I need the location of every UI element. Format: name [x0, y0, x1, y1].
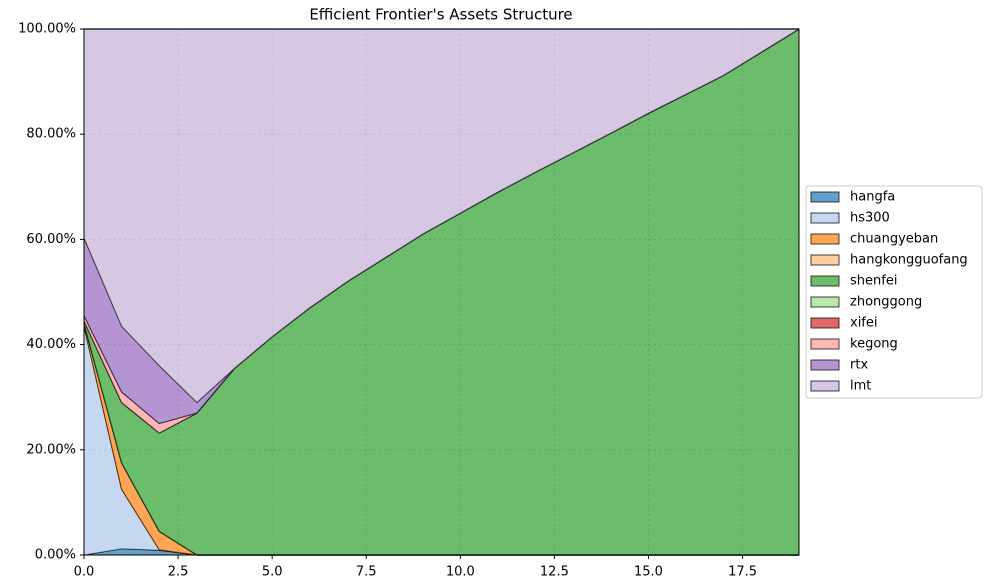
legend-swatch — [810, 380, 840, 392]
legend-swatch — [810, 191, 840, 203]
legend-label: hangfa — [850, 190, 895, 205]
y-tick-label: 80.00% — [26, 127, 76, 142]
x-tick-label: 15.0 — [634, 565, 663, 580]
y-tick-label: 60.00% — [26, 232, 76, 247]
area — [84, 323, 799, 555]
legend-swatch — [810, 275, 840, 287]
legend-label: hangkongguofang — [850, 253, 968, 268]
area — [84, 29, 799, 403]
legend-swatch — [810, 233, 840, 245]
legend-swatch — [810, 212, 840, 224]
legend-label: hs300 — [850, 211, 890, 226]
x-tick-label: 17.5 — [728, 565, 757, 580]
legend-label: kegong — [850, 337, 898, 352]
legend-label: rtx — [850, 358, 868, 373]
legend-label: xifei — [850, 316, 878, 331]
x-tick-label: 0.0 — [74, 565, 95, 580]
legend-swatch — [810, 359, 840, 371]
legend-label: lmt — [850, 379, 871, 394]
legend-label: chuangyeban — [850, 232, 938, 247]
y-tick-label: 20.00% — [26, 442, 76, 457]
legend-swatch — [810, 338, 840, 350]
chart-title: Efficient Frontier's Assets Structure — [309, 6, 572, 24]
x-tick-label: 12.5 — [540, 565, 569, 580]
area — [84, 29, 799, 555]
legend-swatch — [810, 254, 840, 266]
legend-swatch — [810, 296, 840, 308]
area — [84, 29, 799, 424]
plot-frame — [83, 28, 800, 556]
x-tick-label: 5.0 — [262, 565, 283, 580]
y-tick-label: 100.00% — [18, 22, 76, 37]
x-tick-label: 7.5 — [356, 565, 377, 580]
area — [84, 548, 799, 555]
legend-swatch — [810, 317, 840, 329]
legend-label: shenfei — [850, 274, 897, 289]
y-tick-label: 40.00% — [26, 337, 76, 352]
legend-label: zhonggong — [850, 295, 922, 310]
x-tick-label: 10.0 — [446, 565, 475, 580]
x-tick-label: 2.5 — [168, 565, 189, 580]
y-tick-label: 0.00% — [35, 548, 76, 563]
legend-box — [805, 185, 983, 399]
